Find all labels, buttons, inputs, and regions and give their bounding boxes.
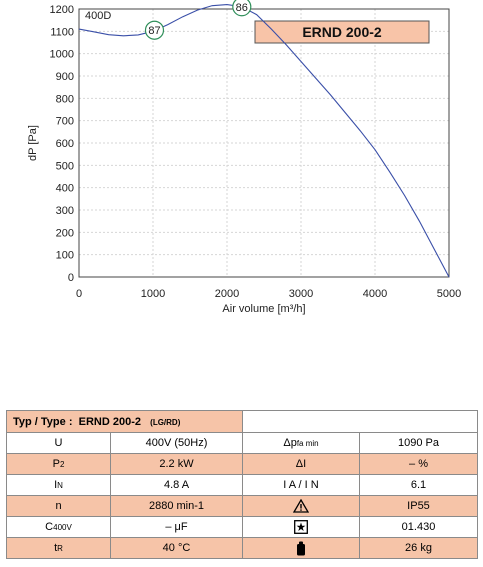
y-tick-label: 300 (56, 205, 74, 217)
y-tick-label: 700 (56, 116, 74, 128)
type-empty-cell (242, 410, 478, 433)
table-row: n 2880 min-1 IP55 (6, 495, 478, 517)
x-tick-label: 5000 (437, 288, 461, 300)
table-row: P2 2.2 kW ΔI – % (6, 453, 478, 475)
table-row: C400V – μF 01.430 (6, 516, 478, 538)
x-axis-label: Air volume [m³/h] (222, 303, 305, 315)
markers-layer: 87 86 (144, 0, 252, 40)
tick-labels: 0 100 200 300 400 500 600 700 800 900 1000 1100 1200… (50, 4, 462, 300)
svg-text:ERND 200-2: ERND 200-2 (302, 24, 382, 40)
plot-frame (78, 8, 450, 278)
y-tick-label: 900 (56, 71, 74, 83)
y-tick-label: 400 (56, 183, 74, 195)
y-tick-label: 600 (56, 138, 74, 150)
series-layer (78, 3, 450, 278)
table-row: tR 40 °C 26 kg (6, 537, 478, 559)
curve-label: 400D (85, 10, 111, 22)
svg-text:87: 87 (148, 25, 160, 37)
y-tick-label: 800 (56, 93, 74, 105)
type-cell: Typ / Type : ERND 200-2 (LG/RD) (6, 410, 243, 433)
table-row: U 400V (50Hz) Δpfa min 1090 Pa (6, 432, 478, 454)
y-tick-label: 0 (68, 272, 74, 284)
weight-icon (242, 537, 360, 559)
model-box: ERND 200-2 (254, 20, 430, 44)
fan-curve-chart: 0 100 200 300 400 500 600 700 800 900 1000 1100 1200… (27, 0, 462, 315)
y-tick-label: 1200 (50, 4, 74, 16)
x-tick-label: 4000 (363, 288, 387, 300)
x-tick-label: 2000 (215, 288, 239, 300)
y-tick-label: 200 (56, 227, 74, 239)
type-row: Typ / Type : ERND 200-2 (LG/RD) (6, 410, 478, 433)
y-tick-label: 100 (56, 250, 74, 262)
x-tick-label: 0 (76, 288, 82, 300)
grid (78, 8, 450, 278)
y-axis-label: dP [Pa] (27, 125, 39, 161)
series-line (78, 3, 450, 278)
y-tick-label: 1000 (50, 49, 74, 61)
spec-table: Typ / Type : ERND 200-2 (LG/RD) U 400V (… (6, 410, 478, 559)
warning-triangle-icon (242, 495, 360, 517)
y-tick-label: 1100 (50, 26, 74, 38)
efficiency-marker: 86 (232, 0, 252, 17)
svg-text:86: 86 (236, 2, 248, 14)
efficiency-marker: 87 (144, 20, 165, 40)
boxed-star-icon (242, 516, 360, 538)
y-tick-label: 500 (56, 160, 74, 172)
x-tick-label: 1000 (141, 288, 165, 300)
table-row: IN 4.8 A I A / I N 6.1 (6, 474, 478, 496)
x-tick-label: 3000 (289, 288, 313, 300)
